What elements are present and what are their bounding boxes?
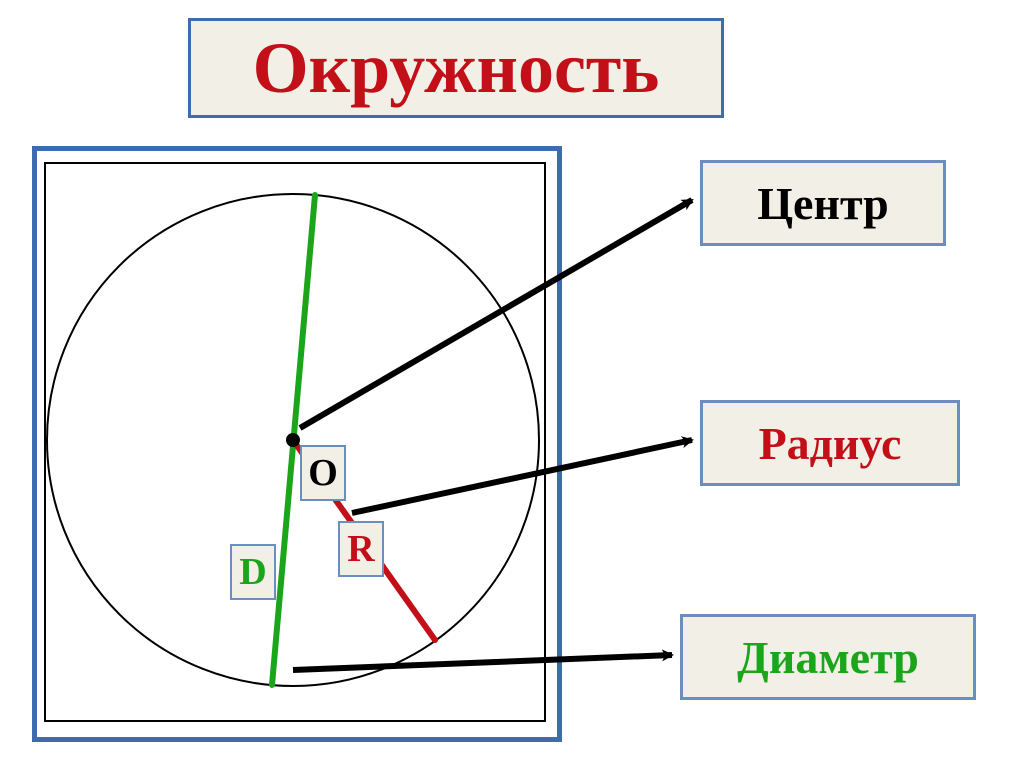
diagram-inner-frame xyxy=(44,162,546,722)
legend-radius: Радиус xyxy=(700,400,960,486)
label-O: O xyxy=(300,445,346,501)
title-box: Окружность xyxy=(188,18,724,118)
label-R: R xyxy=(338,521,384,577)
legend-diameter: Диаметр xyxy=(680,614,976,700)
legend-center: Центр xyxy=(700,160,946,246)
label-D: D xyxy=(230,544,276,600)
